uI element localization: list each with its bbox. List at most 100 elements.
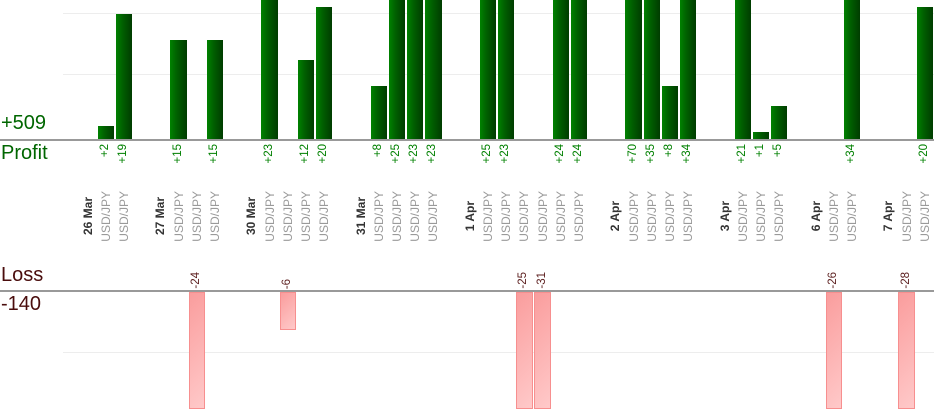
date-label-column: 27 Mar <box>151 184 169 248</box>
symbol-label: USD/JPY <box>917 190 932 242</box>
profit-bar[interactable] <box>734 0 751 139</box>
profit-bar[interactable] <box>206 40 224 139</box>
profit-bar[interactable] <box>752 132 770 139</box>
symbol-label-column: USD/JPY <box>916 184 934 248</box>
symbol-label-column: USD/JPY <box>206 184 224 248</box>
profit-value-label: +25 <box>389 144 402 164</box>
loss-axis-line <box>0 290 934 292</box>
date-label-column: 2 Apr <box>606 184 624 248</box>
profit-total: +509 <box>1 112 47 134</box>
profit-bar[interactable] <box>570 0 588 139</box>
profit-bar[interactable] <box>170 40 187 139</box>
symbol-label-column: USD/JPY <box>406 184 424 248</box>
profit-bar[interactable] <box>479 0 497 139</box>
profit-bar[interactable] <box>625 0 642 139</box>
profit-value-label: +1 <box>753 144 766 158</box>
date-label-column: 26 Mar <box>79 184 97 248</box>
profit-value-label: +2 <box>98 144 111 158</box>
loss-bar[interactable] <box>516 292 533 409</box>
date-label: 3 Apr <box>717 200 732 232</box>
symbol-label: USD/JPY <box>189 190 204 242</box>
profit-value-label: +70 <box>626 144 639 164</box>
profit-value-label: +21 <box>735 144 748 164</box>
profit-bar[interactable] <box>552 0 569 139</box>
profit-value-label: +34 <box>844 144 857 164</box>
profit-value-label: +20 <box>317 144 330 164</box>
profit-value-label: +23 <box>426 144 439 164</box>
profit-value-label: +12 <box>298 144 311 164</box>
symbol-label: USD/JPY <box>772 190 787 242</box>
symbol-label-column: USD/JPY <box>297 184 315 248</box>
date-label: 26 Mar <box>80 196 95 236</box>
profit-bar[interactable] <box>316 7 333 139</box>
symbol-label: USD/JPY <box>844 190 859 242</box>
profit-value-label: +15 <box>171 144 184 164</box>
symbol-label-column: USD/JPY <box>115 184 133 248</box>
symbol-label-column: USD/JPY <box>570 184 588 248</box>
symbol-label: USD/JPY <box>480 190 495 242</box>
profit-bar[interactable] <box>643 0 660 139</box>
profit-bar[interactable] <box>843 0 861 139</box>
profit-bar[interactable] <box>297 59 315 139</box>
profit-bar[interactable] <box>261 0 278 139</box>
profit-bar[interactable] <box>407 0 424 139</box>
date-label: 30 Mar <box>244 196 259 236</box>
profit-bar[interactable] <box>97 125 114 139</box>
symbol-label-column: USD/JPY <box>679 184 697 248</box>
symbol-label-column: USD/JPY <box>388 184 406 248</box>
symbol-label: USD/JPY <box>662 190 677 242</box>
symbol-label-column: USD/JPY <box>261 184 279 248</box>
symbol-label: USD/JPY <box>207 190 222 242</box>
symbol-label: USD/JPY <box>753 190 768 242</box>
symbol-label: USD/JPY <box>553 190 568 242</box>
profit-bar[interactable] <box>498 0 515 139</box>
profit-bar[interactable] <box>661 86 679 139</box>
symbol-label: USD/JPY <box>535 190 550 242</box>
date-label: 2 Apr <box>608 200 623 232</box>
symbol-label: USD/JPY <box>517 190 532 242</box>
profit-bar[interactable] <box>388 0 406 139</box>
profit-bar[interactable] <box>115 13 133 139</box>
loss-bar[interactable] <box>188 292 205 409</box>
loss-value-label: -31 <box>535 272 548 289</box>
profit-bar[interactable] <box>425 0 442 139</box>
symbol-label: USD/JPY <box>571 190 586 242</box>
date-label-column: 6 Apr <box>807 184 825 248</box>
profit-bar[interactable] <box>680 0 697 139</box>
profit-value-label: +24 <box>553 144 566 164</box>
symbol-label-column: USD/JPY <box>661 184 679 248</box>
profit-value-label: +35 <box>644 144 657 164</box>
symbol-label-column: USD/JPY <box>515 184 533 248</box>
loss-value-label: -24 <box>189 272 202 289</box>
symbol-label: USD/JPY <box>735 190 750 242</box>
profit-value-label: +24 <box>571 144 584 164</box>
loss-total: -140 <box>1 293 42 315</box>
symbol-label: USD/JPY <box>298 190 313 242</box>
date-label: 1 Apr <box>462 200 477 232</box>
profit-value-label: +34 <box>681 144 694 164</box>
symbol-label: USD/JPY <box>899 190 914 242</box>
loss-bar[interactable] <box>898 292 915 409</box>
symbol-label-column: USD/JPY <box>734 184 752 248</box>
symbol-label: USD/JPY <box>389 190 404 242</box>
profit-value-label: +25 <box>480 144 493 164</box>
loss-axis-title: Loss <box>1 264 44 286</box>
profit-value-label: +5 <box>772 144 785 158</box>
symbol-label: USD/JPY <box>408 190 423 242</box>
profit-bar[interactable] <box>916 7 933 139</box>
profit-value-label: +23 <box>262 144 275 164</box>
symbol-label: USD/JPY <box>262 190 277 242</box>
profit-bar[interactable] <box>771 106 788 139</box>
loss-bar[interactable] <box>279 292 296 330</box>
profit-value-label: +20 <box>917 144 930 164</box>
loss-bar[interactable] <box>825 292 842 409</box>
symbol-label: USD/JPY <box>116 190 131 242</box>
profit-bar[interactable] <box>370 86 387 139</box>
profit-value-label: +23 <box>499 144 512 164</box>
profit-axis-line <box>0 139 934 141</box>
loss-bar[interactable] <box>534 292 551 409</box>
symbol-label-column: USD/JPY <box>843 184 861 248</box>
symbol-label-column: USD/JPY <box>770 184 788 248</box>
date-label-column: 3 Apr <box>716 184 734 248</box>
